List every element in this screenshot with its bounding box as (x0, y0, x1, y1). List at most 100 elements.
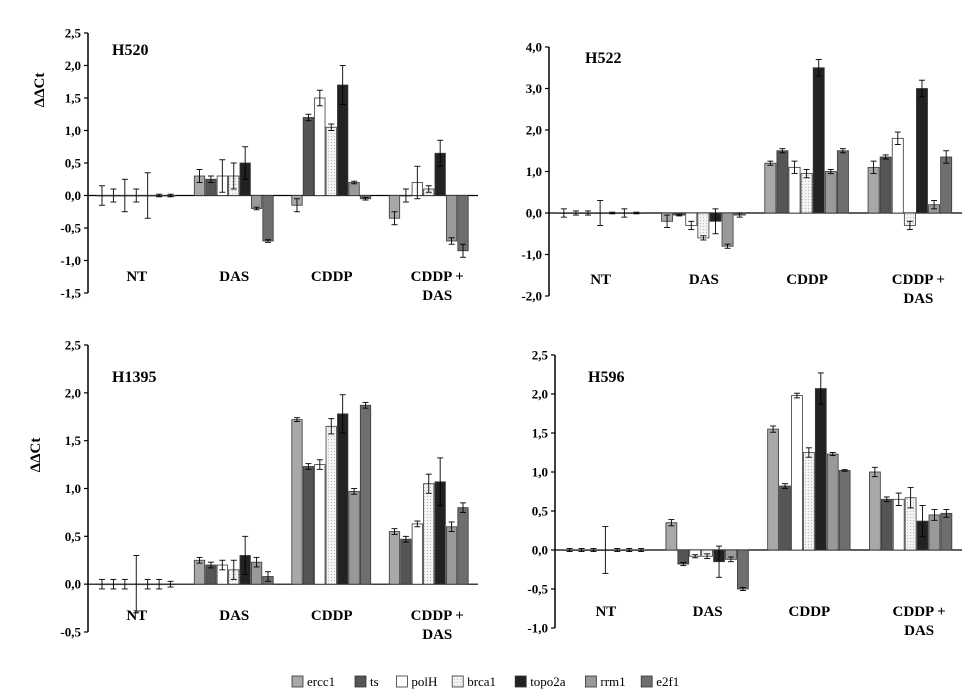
bar-e2f1 (457, 195, 469, 252)
y-tick-label: 4,0 (526, 40, 542, 55)
category-label: DAS (219, 269, 249, 285)
y-tick-label: 2,5 (65, 26, 82, 41)
bar-ts (880, 498, 893, 551)
category-label: CDDP (786, 272, 828, 288)
category-label: DAS (219, 608, 249, 624)
bar-brca1 (697, 212, 710, 239)
bar-brca1 (325, 425, 337, 585)
legend-swatch (451, 675, 464, 688)
y-tick-label: -1,0 (527, 621, 548, 636)
y-tick-label: 1,0 (65, 481, 81, 496)
y-tick-label: -2,0 (521, 289, 542, 304)
bar-e2f1 (838, 470, 851, 551)
bar-e2f1 (836, 150, 849, 214)
bar-e2f1 (940, 156, 953, 214)
bar-ts (400, 538, 412, 585)
y-tick-label: 0,5 (65, 529, 82, 544)
bar-ts (776, 150, 789, 214)
bar-brca1 (325, 126, 337, 196)
bar-rrm1 (250, 195, 263, 209)
bar-polH (892, 498, 905, 551)
y-tick-label: 1,5 (532, 426, 549, 441)
bar-ts (302, 117, 315, 196)
bar-rrm1 (445, 526, 458, 585)
bar-brca1 (423, 483, 435, 585)
y-tick-label: -0,5 (60, 221, 81, 236)
panel-title: H1395 (112, 369, 156, 386)
panel-title: H522 (585, 50, 621, 67)
legend-swatch (585, 675, 597, 688)
bar-ts (879, 156, 892, 214)
legend-swatch (354, 675, 367, 688)
y-axis-label: ΔΔCt (28, 438, 44, 473)
legend-label: polH (411, 674, 437, 689)
category-label: NT (126, 269, 147, 285)
category-label: CDDP (311, 608, 353, 624)
category-label: DAS (693, 604, 723, 620)
bar-ts (302, 466, 315, 585)
legend-label: rrm1 (600, 674, 625, 689)
bar-ercc1 (764, 162, 777, 214)
bar-ercc1 (665, 522, 678, 551)
legend-label: topo2a (530, 674, 566, 689)
chart-panel-H596: 2,5 2,0 1,5 1,0 0,5 0,0 -0,5 -1,0 H596 NT DAS CDDP C… (527, 348, 962, 639)
y-tick-label: 1,5 (65, 91, 82, 106)
y-tick-label: 1,5 (65, 433, 82, 448)
legend-item-rrm1: rrm1 (585, 674, 626, 689)
bar-topo2a (916, 88, 928, 214)
legend-swatch (514, 675, 527, 688)
legend-swatch (640, 675, 653, 688)
bar-ts (677, 549, 690, 565)
bar-brca1 (800, 173, 813, 214)
panel-title: H520 (112, 42, 148, 59)
bar-ts (779, 485, 791, 551)
category-label: NT (590, 272, 611, 288)
y-tick-label: 0,5 (532, 504, 549, 519)
bar-topo2a (812, 67, 825, 214)
chart-panel-H520: 2,5 2,0 1,5 1,0 0,5 0,0 -0,5 -1,0 -1,5 ΔΔCt H520 NT… (32, 26, 478, 304)
chart-panel-H1395: 2,5 2,0 1,5 1,0 0,5 0,0 -0,5 ΔΔCt H1395 NT DAS CDDP… (28, 338, 478, 643)
legend-label: brca1 (467, 674, 496, 689)
y-tick-label: 3,0 (526, 81, 542, 96)
legend-swatch (395, 675, 408, 688)
category-label: CDDP + DAS (892, 272, 945, 307)
bar-rrm1 (721, 212, 734, 247)
bar-brca1 (803, 452, 815, 551)
category-label: NT (126, 608, 147, 624)
chart-panel-H522: 4,0 3,0 2,0 1,0 0,0 -1,0 -2,0 H522 NT DAS CDDP CDDP… (521, 40, 962, 307)
y-tick-label: -1,0 (521, 247, 542, 262)
legend-label: e2f1 (656, 674, 679, 689)
legend-item-ts: ts (354, 674, 379, 689)
bar-ercc1 (867, 166, 880, 214)
bar-polH (314, 464, 326, 585)
legend-item-polH: polH (395, 674, 437, 689)
bar-rrm1 (824, 171, 837, 214)
bar-e2f1 (737, 549, 749, 590)
category-label: NT (595, 604, 616, 620)
bar-ercc1 (193, 559, 206, 585)
bar-rrm1 (445, 195, 458, 242)
y-tick-label: -0,5 (60, 625, 81, 640)
legend-label: ercc1 (307, 674, 335, 689)
y-tick-label: -1,0 (60, 253, 81, 268)
category-label: CDDP + DAS (893, 604, 946, 639)
bar-polH (891, 137, 904, 214)
bar-e2f1 (940, 512, 953, 551)
y-tick-label: 2,0 (526, 123, 542, 138)
bar-ercc1 (767, 428, 779, 551)
category-label: CDDP (311, 269, 353, 285)
y-tick-label: 0,0 (532, 543, 548, 558)
y-tick-label: 0,0 (65, 577, 81, 592)
y-tick-label: 1,0 (532, 465, 548, 480)
legend-label: ts (370, 674, 379, 689)
bar-polH (411, 523, 423, 585)
y-axis-label: ΔΔCt (32, 73, 48, 108)
y-tick-label: 2,0 (65, 385, 81, 400)
bar-rrm1 (348, 490, 360, 585)
y-tick-label: 2,0 (532, 387, 548, 402)
legend-item-ercc1: ercc1 (291, 674, 335, 689)
y-tick-label: 0,0 (526, 206, 542, 221)
bar-ercc1 (388, 531, 401, 585)
y-tick-label: 0,0 (65, 188, 81, 203)
legend-swatch (291, 675, 304, 688)
